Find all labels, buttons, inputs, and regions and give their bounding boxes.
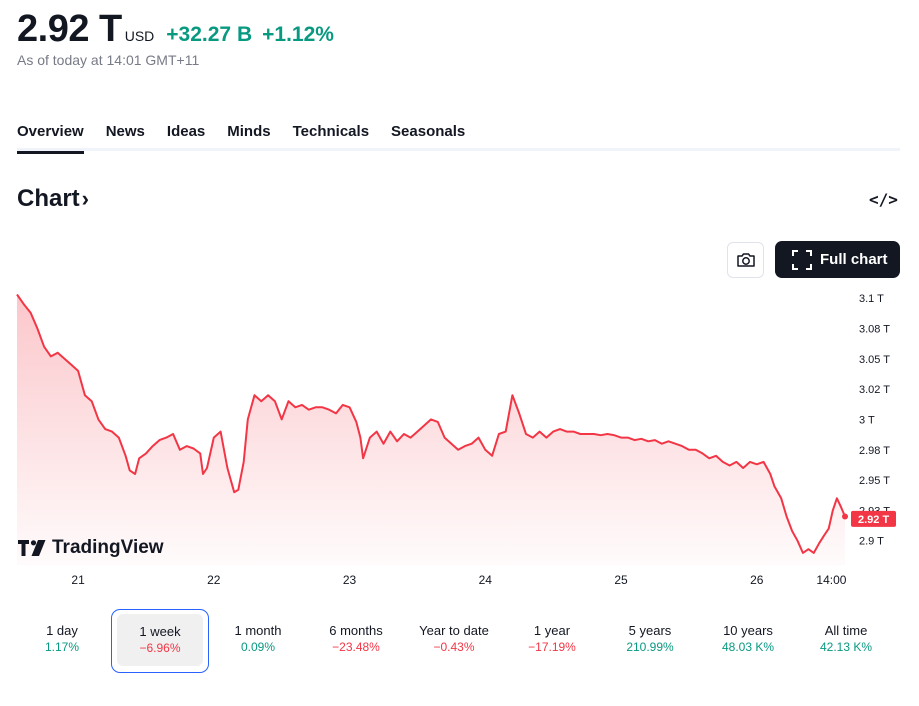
range-change: 0.09%	[240, 640, 276, 654]
range-1-week[interactable]: 1 week −6.96%	[111, 609, 209, 673]
fullscreen-icon	[792, 249, 812, 270]
x-tick-label: 22	[207, 573, 221, 587]
tab-ideas[interactable]: Ideas	[166, 123, 206, 140]
last-value-badge	[851, 510, 896, 527]
y-tick-label: 2.9 T	[859, 536, 884, 548]
x-tick-label: 21	[71, 573, 85, 587]
y-tick-label: 2.95 T	[859, 475, 890, 487]
range-1-year[interactable]: 1 year −17.19%	[503, 609, 601, 673]
tradingview-wordmark: TradingView	[52, 537, 164, 558]
x-tick-label: 26	[750, 573, 764, 587]
y-tick-label: 3.02 T	[859, 384, 890, 396]
range-label: 6 months	[329, 623, 383, 638]
x-tick-label: 24	[479, 573, 493, 587]
chart-series-line	[16, 293, 846, 554]
range-label: 1 week	[139, 624, 181, 639]
range-label: 1 day	[46, 623, 78, 638]
snapshot-button[interactable]	[727, 242, 764, 278]
range-label: Year to date	[419, 623, 489, 638]
x-tick-label: 23	[343, 573, 357, 587]
chart-section-link[interactable]: Chart›	[17, 185, 89, 213]
camera-icon	[736, 253, 755, 267]
y-tick-label: 3.08 T	[859, 323, 890, 335]
range-label: All time	[824, 623, 868, 638]
price-value: 2.92 T	[17, 8, 122, 50]
tab-technicals[interactable]: Technicals	[292, 123, 370, 140]
tab-news[interactable]: News	[105, 123, 145, 140]
as-of-timestamp: As of today at 14:01 GMT+11	[17, 52, 200, 68]
full-chart-button[interactable]: Full chart	[775, 241, 900, 278]
price-chart[interactable]: 3.1 T 3.08 T 3.05 T 3.02 T 3 T 2.98 T 2.95 T 2.…	[0, 286, 919, 592]
tab-minds[interactable]: Minds	[227, 123, 271, 140]
last-value-label: 2.92 T	[858, 514, 889, 526]
range-6-months[interactable]: 6 months −23.48%	[307, 609, 405, 673]
range-1-month[interactable]: 1 month 0.09%	[209, 609, 307, 673]
y-tick-label: 3.05 T	[859, 354, 890, 366]
y-tick-label: 3 T	[859, 414, 875, 426]
x-tick-label: 14:00	[816, 573, 846, 587]
embed-code-icon[interactable]: </>	[869, 190, 898, 209]
range-1-day[interactable]: 1 day 1.17%	[13, 609, 111, 673]
range-change: 48.03 K%	[721, 640, 775, 654]
range-10-years[interactable]: 10 years 48.03 K%	[699, 609, 797, 673]
range-change: 42.13 K%	[819, 640, 873, 654]
y-tick-label: 2.98 T	[859, 445, 890, 457]
y-tick-label: 3.1 T	[859, 293, 884, 305]
range-change: 1.17%	[44, 640, 80, 654]
price-header: 2.92 T USD +32.27 B +1.12%	[17, 8, 334, 51]
range-year-to-date[interactable]: Year to date −0.43%	[405, 609, 503, 673]
x-tick-label: 25	[614, 573, 628, 587]
range-all-time[interactable]: All time 42.13 K%	[797, 609, 895, 673]
price-currency: USD	[124, 28, 155, 44]
tab-seasonals[interactable]: Seasonals	[391, 123, 466, 140]
chevron-right-icon: ›	[81, 186, 89, 211]
price-change-percent: +1.12%	[262, 23, 334, 46]
range-change: −6.96%	[139, 641, 181, 655]
chart-section-title: Chart	[17, 185, 80, 212]
range-label: 1 month	[234, 623, 282, 638]
range-label: 10 years	[723, 623, 773, 638]
range-selected-highlight: 1 week −6.96%	[117, 614, 203, 666]
tab-bar: Overview News Ideas Minds Technicals Sea…	[17, 123, 900, 154]
range-change: 210.99%	[626, 640, 674, 654]
range-change: −23.48%	[332, 640, 380, 654]
range-label: 1 year	[533, 623, 571, 638]
tradingview-logo-icon	[18, 540, 46, 556]
price-change: +32.27 B	[166, 23, 253, 46]
range-change: −17.19%	[528, 640, 576, 654]
last-point-marker	[842, 513, 848, 520]
range-change: −0.43%	[433, 640, 475, 654]
range-selector: 1 day 1.17% 1 week −6.96% 1 month 0.09% …	[13, 609, 903, 673]
range-label: 5 years	[628, 623, 672, 638]
tab-overview[interactable]: Overview	[17, 123, 84, 154]
tradingview-logo[interactable]: TradingView	[18, 537, 164, 559]
range-5-years[interactable]: 5 years 210.99%	[601, 609, 699, 673]
chart-area-fill	[17, 294, 845, 565]
full-chart-label: Full chart	[820, 251, 888, 268]
